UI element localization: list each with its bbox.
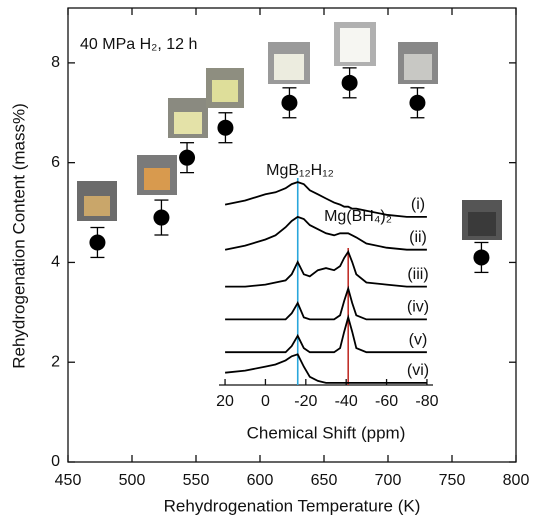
point [281,95,297,111]
point [409,95,425,111]
inset-x-tick-label: -80 [415,393,438,410]
photo [340,28,370,62]
y-tick-label: 2 [51,353,60,370]
photo [274,54,304,80]
x-tick-label: 650 [311,472,338,489]
y-tick-label: 8 [51,54,60,71]
photo [144,168,170,190]
x-tick-label: 450 [55,472,82,489]
point [153,210,169,226]
point [342,75,358,91]
point [217,120,233,136]
curve-label: (i) [411,196,425,213]
curve-label: (ii) [409,229,427,246]
inset-x-tick-label: -20 [294,393,317,410]
chart: 40 MPa H₂, 12 h Rehydrogenation Temperat… [0,0,534,522]
x-tick-label: 500 [119,472,146,489]
curve-label: (iv) [407,299,429,316]
annotation: 40 MPa H₂, 12 h [80,36,197,53]
photo [212,80,238,102]
inset-x-tick-label: -40 [335,393,358,410]
photo [468,212,496,236]
x-tick-label: 600 [247,472,274,489]
x-tick-label: 800 [503,472,530,489]
photo [404,54,432,80]
y-axis-title: Rehydrogenation Content (mass%) [9,103,28,369]
inset-x-axis-title: Chemical Shift (ppm) [247,423,406,442]
spectrum [225,252,427,287]
y-tick-label: 0 [51,453,60,470]
page: {"chart_data": [ {"type": "scatter", "an… [0,0,534,522]
curve-label: (iii) [407,266,428,283]
reference-label: Mg(BH₄)₂ [324,208,392,225]
spectrum [225,289,427,320]
photo [84,196,110,216]
point [473,249,489,265]
y-tick-label: 4 [51,254,60,271]
x-axis-title: Rehydrogenation Temperature (K) [164,496,421,515]
curve-label: (v) [409,331,428,348]
inset-x-tick-label: -60 [375,393,398,410]
x-tick-label: 750 [439,472,466,489]
reference-label: MgB₁₂H₁₂ [266,162,334,179]
inset-x-tick-label: 20 [216,393,234,410]
point [89,234,105,250]
inset-x-tick-label: 0 [261,393,270,410]
curve-label: (vi) [407,362,429,379]
y-tick-label: 6 [51,154,60,171]
point [179,150,195,166]
spectrum [225,317,427,352]
sample-photos [77,22,502,240]
x-tick-label: 550 [183,472,210,489]
x-tick-label: 700 [375,472,402,489]
photo [174,112,202,134]
spectrum [225,354,427,383]
